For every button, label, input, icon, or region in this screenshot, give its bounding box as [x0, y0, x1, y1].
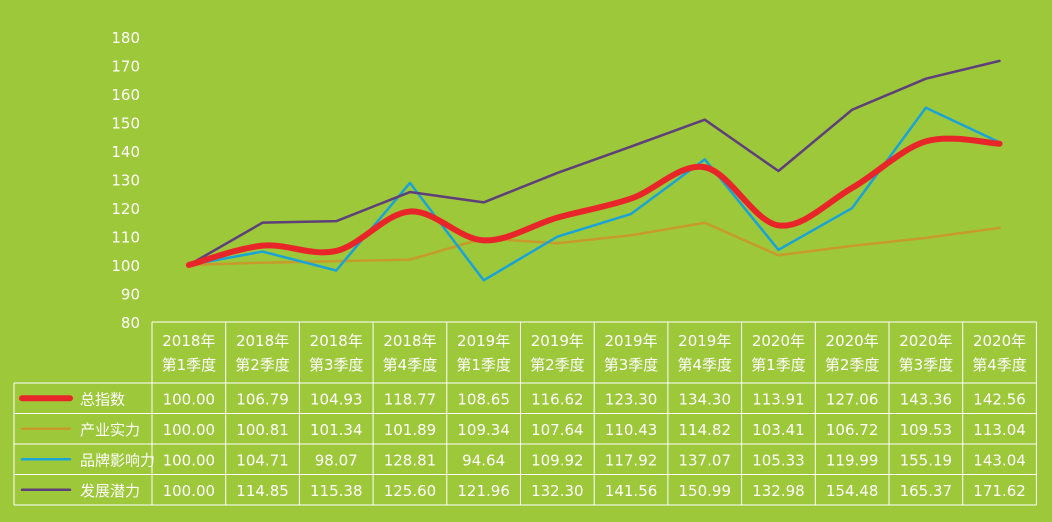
category-label-year: 2018年: [162, 332, 215, 350]
table-cell: 100.00: [163, 390, 216, 408]
category-label-year: 2019年: [604, 332, 657, 350]
category-label-quarter: 第1季度: [456, 356, 511, 374]
y-tick-label: 110: [111, 229, 140, 247]
table-cell: 125.60: [384, 482, 437, 500]
category-label-quarter: 第2季度: [235, 356, 290, 374]
table-cell: 103.41: [752, 421, 805, 439]
category-label-year: 2019年: [531, 332, 584, 350]
series-line-3: [187, 59, 1001, 267]
table-cell: 142.56: [973, 390, 1026, 408]
table-cell: 137.07: [679, 451, 732, 469]
category-label-quarter: 第3季度: [309, 356, 364, 374]
category-label-quarter: 第4季度: [677, 356, 732, 374]
table-cell: 109.34: [457, 421, 510, 439]
y-tick-label: 90: [121, 286, 140, 304]
series-line-0: [185, 135, 1003, 268]
y-tick-label: 80: [121, 314, 140, 332]
table-cell: 154.48: [826, 482, 879, 500]
category-label-quarter: 第1季度: [162, 356, 217, 374]
y-tick-label: 150: [111, 115, 140, 133]
table-cell: 117.92: [605, 451, 658, 469]
y-tick-label: 100: [111, 257, 140, 275]
table-cell: 116.62: [531, 390, 584, 408]
category-label-year: 2020年: [752, 332, 805, 350]
legend-label: 产业实力: [80, 421, 140, 439]
table-cell: 171.62: [973, 482, 1026, 500]
category-label-quarter: 第3季度: [899, 356, 954, 374]
table-cell: 100.81: [236, 421, 289, 439]
table-cell: 121.96: [457, 482, 510, 500]
category-label-year: 2019年: [678, 332, 731, 350]
table-cell: 143.36: [900, 390, 953, 408]
series-lines: [185, 59, 1003, 282]
category-label-quarter: 第1季度: [751, 356, 806, 374]
table-cell: 165.37: [900, 482, 953, 500]
legend-label: 品牌影响力: [80, 451, 155, 469]
table-cell: 108.65: [457, 390, 510, 408]
y-tick-label: 180: [111, 29, 140, 47]
table-cell: 123.30: [605, 390, 658, 408]
table-cell: 109.53: [900, 421, 953, 439]
table-cell: 114.82: [679, 421, 732, 439]
table-cell: 104.71: [236, 451, 289, 469]
series-line-1: [187, 221, 1001, 267]
table-cell: 127.06: [826, 390, 879, 408]
category-label-year: 2018年: [310, 332, 363, 350]
table-cell: 109.92: [531, 451, 584, 469]
category-label-quarter: 第4季度: [383, 356, 438, 374]
table-cell: 143.04: [973, 451, 1026, 469]
category-label-year: 2020年: [826, 332, 879, 350]
category-label-quarter: 第2季度: [530, 356, 585, 374]
table-cell: 107.64: [531, 421, 584, 439]
category-label-year: 2019年: [457, 332, 510, 350]
category-label-year: 2020年: [899, 332, 952, 350]
table-cell: 132.98: [752, 482, 805, 500]
y-tick-label: 120: [111, 200, 140, 218]
table-cell: 110.43: [605, 421, 658, 439]
series-line-2: [187, 106, 1001, 282]
table-cell: 114.85: [236, 482, 289, 500]
table-cell: 104.93: [310, 390, 363, 408]
table-cell: 100.00: [163, 451, 216, 469]
table-cell: 115.38: [310, 482, 363, 500]
y-tick-label: 170: [111, 58, 140, 76]
table-cell: 106.79: [236, 390, 289, 408]
table-cell: 118.77: [384, 390, 437, 408]
y-tick-label: 140: [111, 143, 140, 161]
legend-label: 发展潜力: [80, 482, 140, 500]
table-cell: 101.34: [310, 421, 363, 439]
table-cell: 100.00: [163, 421, 216, 439]
table-cell: 128.81: [384, 451, 437, 469]
table-cell: 100.00: [163, 482, 216, 500]
table-cell: 94.64: [462, 451, 505, 469]
table-cell: 141.56: [605, 482, 658, 500]
category-label-year: 2020年: [973, 332, 1026, 350]
category-label-quarter: 第3季度: [604, 356, 659, 374]
table-cell: 155.19: [900, 451, 953, 469]
table-cell: 113.04: [973, 421, 1026, 439]
table-cell: 113.91: [752, 390, 805, 408]
table-cell: 106.72: [826, 421, 879, 439]
data-table-grid: [13, 321, 1037, 506]
table-cell: 119.99: [826, 451, 879, 469]
category-label-quarter: 第4季度: [972, 356, 1027, 374]
table-cell: 98.07: [315, 451, 358, 469]
data-table: 总指数 100.00 106.79 104.93 118.77 108.65 116.62 1…: [19, 390, 1026, 500]
table-cell: 134.30: [679, 390, 732, 408]
table-cell: 105.33: [752, 451, 805, 469]
table-cell: 150.99: [679, 482, 732, 500]
y-tick-label: 130: [111, 172, 140, 190]
legend-label: 总指数: [80, 390, 125, 408]
category-label-year: 2018年: [236, 332, 289, 350]
category-label-year: 2018年: [383, 332, 436, 350]
y-axis: 80 90 100 110 120 130 140 150 160 170 180: [111, 29, 140, 332]
table-cell: 132.30: [531, 482, 584, 500]
category-label-quarter: 第2季度: [825, 356, 880, 374]
table-cell: 101.89: [384, 421, 437, 439]
y-tick-label: 160: [111, 86, 140, 104]
